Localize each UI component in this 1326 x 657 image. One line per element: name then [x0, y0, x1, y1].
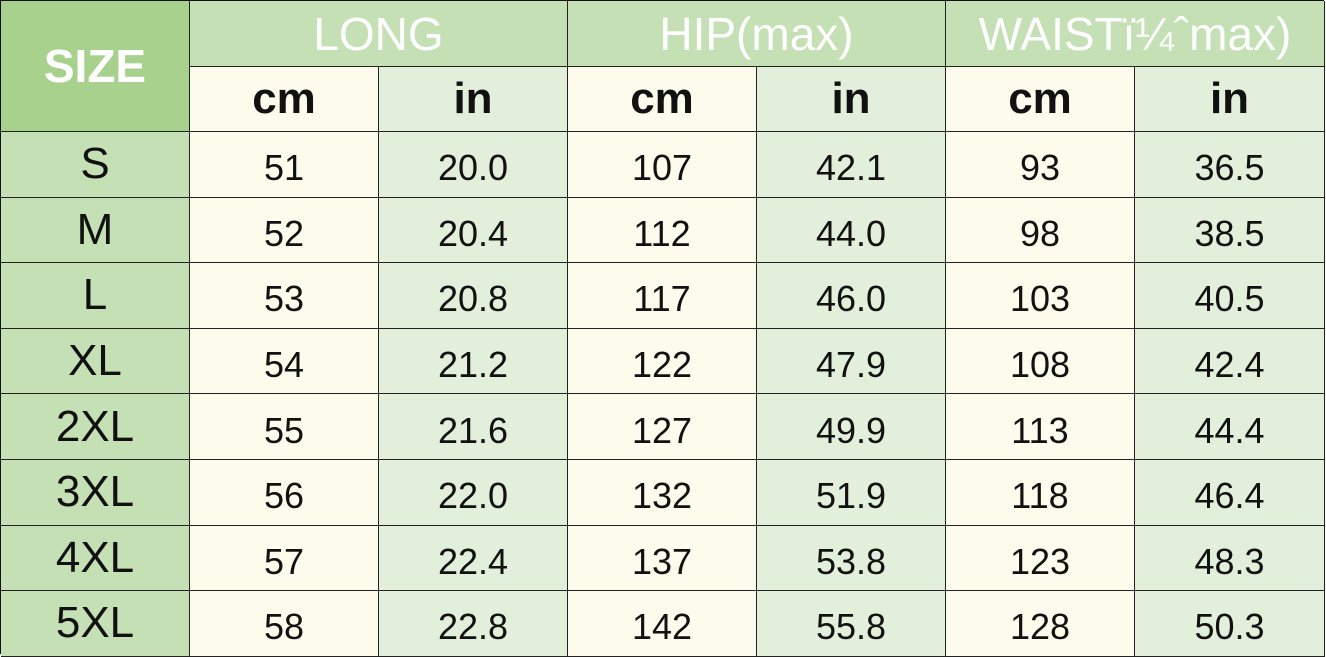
value-cell: 40.5 [1135, 263, 1325, 329]
value-cell: 44.0 [757, 197, 946, 264]
value-cell: 42.1 [757, 132, 946, 198]
unit-header: cm [190, 67, 379, 132]
size-cell: S [1, 132, 190, 198]
value-cell: 108 [946, 328, 1135, 395]
value-cell: 51.9 [757, 459, 946, 526]
value-cell: 48.3 [1135, 525, 1325, 592]
value-cell: 21.2 [379, 328, 568, 395]
value-cell: 118 [946, 459, 1135, 526]
size-cell: L [1, 263, 190, 329]
value-cell: 132 [568, 459, 757, 526]
unit-header: cm [946, 67, 1135, 132]
value-cell: 117 [568, 263, 757, 329]
size-cell: 3XL [1, 459, 190, 526]
value-cell: 20.4 [379, 197, 568, 264]
value-cell: 36.5 [1135, 132, 1325, 198]
value-cell: 57 [190, 525, 379, 592]
value-cell: 127 [568, 394, 757, 460]
value-cell: 42.4 [1135, 328, 1325, 395]
value-cell: 52 [190, 197, 379, 264]
long-header: LONG [190, 1, 568, 67]
size-cell: 4XL [1, 525, 190, 592]
hip-header: HIP(max) [568, 1, 946, 67]
value-cell: 107 [568, 132, 757, 198]
value-cell: 93 [946, 132, 1135, 198]
size-header: SIZE [1, 1, 190, 132]
unit-header: cm [568, 67, 757, 132]
value-cell: 22.8 [379, 591, 568, 657]
value-cell: 54 [190, 328, 379, 395]
value-cell: 103 [946, 263, 1135, 329]
value-cell: 56 [190, 459, 379, 526]
size-cell: 2XL [1, 394, 190, 460]
value-cell: 22.0 [379, 459, 568, 526]
value-cell: 47.9 [757, 328, 946, 395]
value-cell: 142 [568, 591, 757, 657]
value-cell: 20.8 [379, 263, 568, 329]
value-cell: 53.8 [757, 525, 946, 592]
value-cell: 20.0 [379, 132, 568, 198]
value-cell: 53 [190, 263, 379, 329]
value-cell: 113 [946, 394, 1135, 460]
size-cell: 5XL [1, 591, 190, 657]
value-cell: 21.6 [379, 394, 568, 460]
value-cell: 98 [946, 197, 1135, 264]
value-cell: 38.5 [1135, 197, 1325, 264]
value-cell: 58 [190, 591, 379, 657]
size-cell: M [1, 197, 190, 264]
value-cell: 22.4 [379, 525, 568, 592]
value-cell: 122 [568, 328, 757, 395]
value-cell: 123 [946, 525, 1135, 592]
size-cell: XL [1, 328, 190, 395]
value-cell: 50.3 [1135, 591, 1325, 657]
value-cell: 137 [568, 525, 757, 592]
value-cell: 46.4 [1135, 459, 1325, 526]
value-cell: 128 [946, 591, 1135, 657]
value-cell: 55.8 [757, 591, 946, 657]
value-cell: 46.0 [757, 263, 946, 329]
unit-header: in [757, 67, 946, 132]
value-cell: 44.4 [1135, 394, 1325, 460]
unit-header: in [1135, 67, 1325, 132]
value-cell: 49.9 [757, 394, 946, 460]
unit-header: in [379, 67, 568, 132]
waist-header: WAISTï¼ˆmax) [946, 1, 1325, 67]
value-cell: 112 [568, 197, 757, 264]
value-cell: 55 [190, 394, 379, 460]
value-cell: 51 [190, 132, 379, 198]
